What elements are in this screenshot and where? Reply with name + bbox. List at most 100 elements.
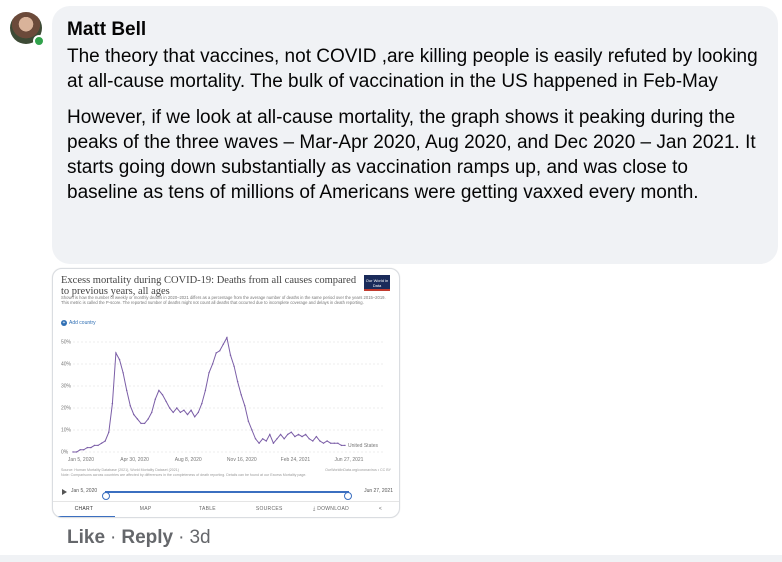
data-point: [301, 435, 303, 438]
y-tick-label: 0%: [61, 450, 69, 456]
data-point: [290, 431, 293, 433]
data-point: [308, 438, 310, 440]
data-point: [294, 435, 296, 438]
tab-download[interactable]: ⤓ DOWNLOAD: [300, 502, 362, 517]
tab-chart[interactable]: CHART: [53, 502, 115, 517]
data-point: [168, 407, 171, 409]
add-country-button[interactable]: + Add country: [61, 320, 96, 326]
tab-download-label: DOWNLOAD: [317, 506, 350, 512]
data-point: [176, 407, 178, 409]
data-point: [279, 433, 282, 436]
chart-tabs: CHART MAP TABLE SOURCES ⤓ DOWNLOAD <: [53, 501, 399, 517]
tab-table[interactable]: TABLE: [198, 506, 216, 512]
data-point: [211, 363, 214, 365]
data-point: [83, 449, 85, 451]
reply-button[interactable]: Reply: [121, 527, 174, 548]
data-point: [90, 446, 92, 449]
data-point: [179, 411, 182, 414]
data-point: [79, 449, 81, 451]
online-status-icon: [33, 35, 45, 47]
timeline-start-handle[interactable]: [102, 492, 110, 500]
data-point: [287, 433, 289, 436]
source-right: OurWorldInData.org/coronavirus • CC BY: [325, 468, 391, 472]
data-point: [104, 440, 106, 442]
owid-logo: Our World in Data: [364, 275, 390, 291]
data-point: [93, 444, 96, 447]
data-point: [229, 354, 232, 356]
data-point: [108, 431, 110, 433]
series-line-united-states: [73, 336, 345, 453]
data-point: [258, 442, 260, 444]
timeline-end: Jun 27, 2021: [364, 488, 393, 494]
data-point: [251, 429, 253, 431]
data-point: [151, 411, 153, 414]
data-point: [140, 422, 142, 425]
y-tick-label: 40%: [61, 362, 72, 368]
data-point: [340, 444, 343, 447]
y-tick-label: 50%: [61, 340, 72, 346]
comment-author[interactable]: Matt Bell: [67, 19, 147, 40]
separator-1: ·: [110, 527, 117, 548]
like-button[interactable]: Like: [67, 527, 106, 548]
data-point: [186, 413, 189, 416]
x-tick-label: Jun 27, 2021: [335, 457, 364, 463]
comment-paragraph-2: However, if we look at all-cause mortali…: [67, 107, 756, 203]
data-point: [319, 440, 321, 442]
data-point: [147, 418, 149, 420]
data-point: [115, 352, 117, 354]
share-icon[interactable]: <: [378, 506, 383, 512]
y-tick-label: 30%: [61, 384, 72, 390]
data-point: [193, 416, 196, 418]
data-point: [158, 389, 160, 392]
data-point: [118, 358, 121, 361]
comment-bubble: Matt Bell The theory that vaccines, not …: [52, 6, 778, 264]
data-point: [183, 409, 185, 411]
data-point: [86, 446, 89, 449]
data-point: [236, 380, 239, 383]
data-point: [315, 435, 318, 438]
data-point: [333, 442, 335, 444]
data-point: [100, 442, 103, 444]
data-point: [129, 405, 131, 407]
source-note: Note: Comparisons across countries are a…: [61, 472, 307, 477]
chart-source: Source: Human Mortality Database (2021),…: [61, 468, 391, 477]
data-point: [72, 451, 74, 453]
tab-map[interactable]: MAP: [139, 506, 152, 512]
line-chart: 0% 10% 20% 30% 40% 50% Jan 5, 2020 Apr 30, 2020…: [61, 336, 385, 463]
tab-sources[interactable]: SOURCES: [255, 506, 283, 512]
data-point: [304, 433, 307, 436]
timeline-track[interactable]: [102, 491, 352, 500]
timeline-slider[interactable]: Jan 5, 2020 Jun 27, 2021: [59, 487, 395, 500]
chart-title: Excess mortality during COVID-19: Deaths…: [61, 275, 357, 297]
data-point: [197, 411, 199, 414]
data-point: [322, 442, 325, 444]
data-point: [125, 389, 128, 392]
separator-2: ·: [178, 527, 185, 548]
x-tick-label: Jan 5, 2020: [68, 457, 94, 463]
data-point: [204, 389, 207, 392]
data-point: [165, 400, 167, 403]
comment-timestamp[interactable]: 3d: [189, 527, 211, 548]
data-point: [190, 409, 192, 411]
data-point: [161, 394, 164, 396]
data-point: [337, 442, 339, 444]
data-point: [344, 444, 346, 447]
timeline-end-handle[interactable]: [344, 492, 352, 500]
data-point: [265, 440, 267, 442]
data-point: [215, 352, 217, 354]
chart-attachment[interactable]: Excess mortality during COVID-19: Deaths…: [52, 268, 400, 518]
x-tick-label: Apr 30, 2020: [120, 457, 149, 463]
data-point: [208, 372, 210, 374]
data-point: [329, 442, 332, 444]
chart-subtitle: Shown is how the number of weekly or mon…: [61, 295, 386, 306]
add-country-label: Add country: [69, 320, 96, 326]
data-point: [247, 420, 250, 422]
data-point: [297, 433, 300, 436]
series-label: United States: [348, 443, 379, 449]
download-icon: ⤓: [312, 506, 318, 512]
play-icon[interactable]: [62, 489, 67, 495]
data-point: [276, 438, 278, 440]
data-point: [75, 451, 78, 453]
data-point: [222, 343, 225, 345]
data-point: [219, 350, 221, 352]
